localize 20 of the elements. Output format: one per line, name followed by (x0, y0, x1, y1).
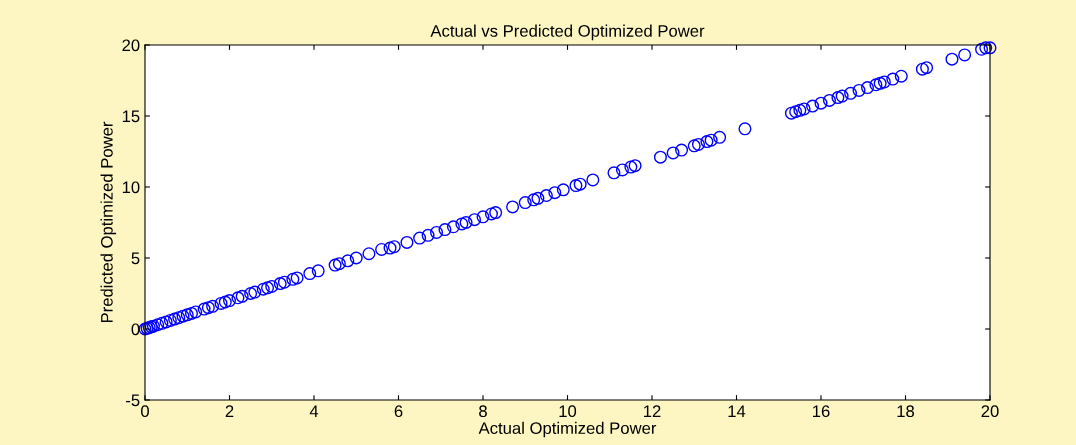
y-tick-label: 20 (122, 39, 140, 52)
x-tick-label: 0 (141, 405, 149, 418)
x-tick-label: 12 (644, 405, 661, 417)
x-tick-label: 14 (728, 405, 746, 417)
x-tick-label: 4 (309, 405, 319, 417)
y-axis-title: Predicted Optimized Power (100, 121, 117, 323)
y-tick-label: 10 (122, 181, 140, 194)
x-tick-label: 10 (559, 405, 577, 418)
x-axis-title: Actual Optimized Power (478, 421, 657, 438)
x-tick-label: 2 (225, 405, 234, 417)
y-tick-label: 0 (131, 323, 140, 336)
y-tick-label: 5 (131, 252, 140, 265)
x-tick-label: 8 (479, 405, 487, 418)
x-tick-label: 16 (813, 405, 830, 418)
y-tick-label: -5 (126, 394, 140, 407)
x-tick-label: 18 (897, 405, 915, 418)
chart-title: Actual vs Predicted Optimized Power (430, 24, 705, 41)
x-tick-label: 6 (394, 405, 403, 418)
x-tick-label: 20 (981, 405, 999, 418)
y-tick-label: 15 (122, 110, 140, 123)
